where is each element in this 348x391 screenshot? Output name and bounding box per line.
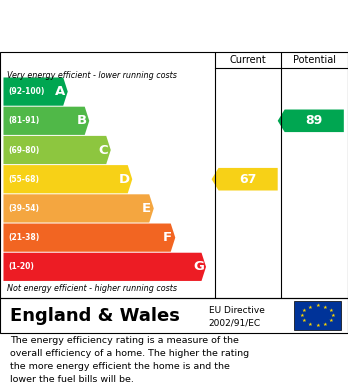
Text: D: D [119,173,130,186]
Text: C: C [98,143,108,156]
Polygon shape [212,168,278,190]
Text: (92-100): (92-100) [9,87,45,96]
Text: Energy Efficiency Rating: Energy Efficiency Rating [10,18,239,36]
Polygon shape [3,194,154,222]
Polygon shape [3,165,132,193]
Text: ★: ★ [307,321,312,326]
Text: F: F [163,231,172,244]
Text: ★: ★ [302,318,306,323]
Text: (1-20): (1-20) [9,262,34,271]
Text: Very energy efficient - lower running costs: Very energy efficient - lower running co… [7,70,177,79]
Text: ★: ★ [315,303,320,308]
Text: ★: ★ [302,308,306,313]
Text: (21-38): (21-38) [9,233,40,242]
Text: G: G [193,260,204,273]
Text: 67: 67 [239,173,257,186]
Polygon shape [3,136,111,164]
Text: ★: ★ [331,313,335,318]
Polygon shape [278,109,344,132]
Polygon shape [3,107,89,135]
Text: ★: ★ [315,323,320,328]
Text: 89: 89 [306,114,323,127]
Text: E: E [142,202,151,215]
Text: ★: ★ [329,318,333,323]
Text: (39-54): (39-54) [9,204,40,213]
Text: 2002/91/EC: 2002/91/EC [209,318,261,327]
Bar [294,301,341,330]
Text: England & Wales: England & Wales [10,307,180,325]
Text: A: A [55,85,65,98]
Text: ★: ★ [307,305,312,310]
Text: The energy efficiency rating is a measure of the
overall efficiency of a home. T: The energy efficiency rating is a measur… [10,336,250,384]
Text: B: B [77,114,87,127]
Text: ★: ★ [300,313,304,318]
Text: Not energy efficient - higher running costs: Not energy efficient - higher running co… [7,284,177,293]
Text: (81-91): (81-91) [9,116,40,125]
Text: ★: ★ [329,308,333,313]
Text: ★: ★ [323,305,328,310]
Text: ★: ★ [323,321,328,326]
Text: EU Directive: EU Directive [209,306,265,315]
Text: (55-68): (55-68) [9,175,40,184]
Text: (69-80): (69-80) [9,145,40,154]
Text: Potential: Potential [293,55,336,65]
Polygon shape [3,77,68,106]
Polygon shape [3,253,206,281]
Text: Current: Current [230,55,267,65]
Polygon shape [3,224,175,252]
